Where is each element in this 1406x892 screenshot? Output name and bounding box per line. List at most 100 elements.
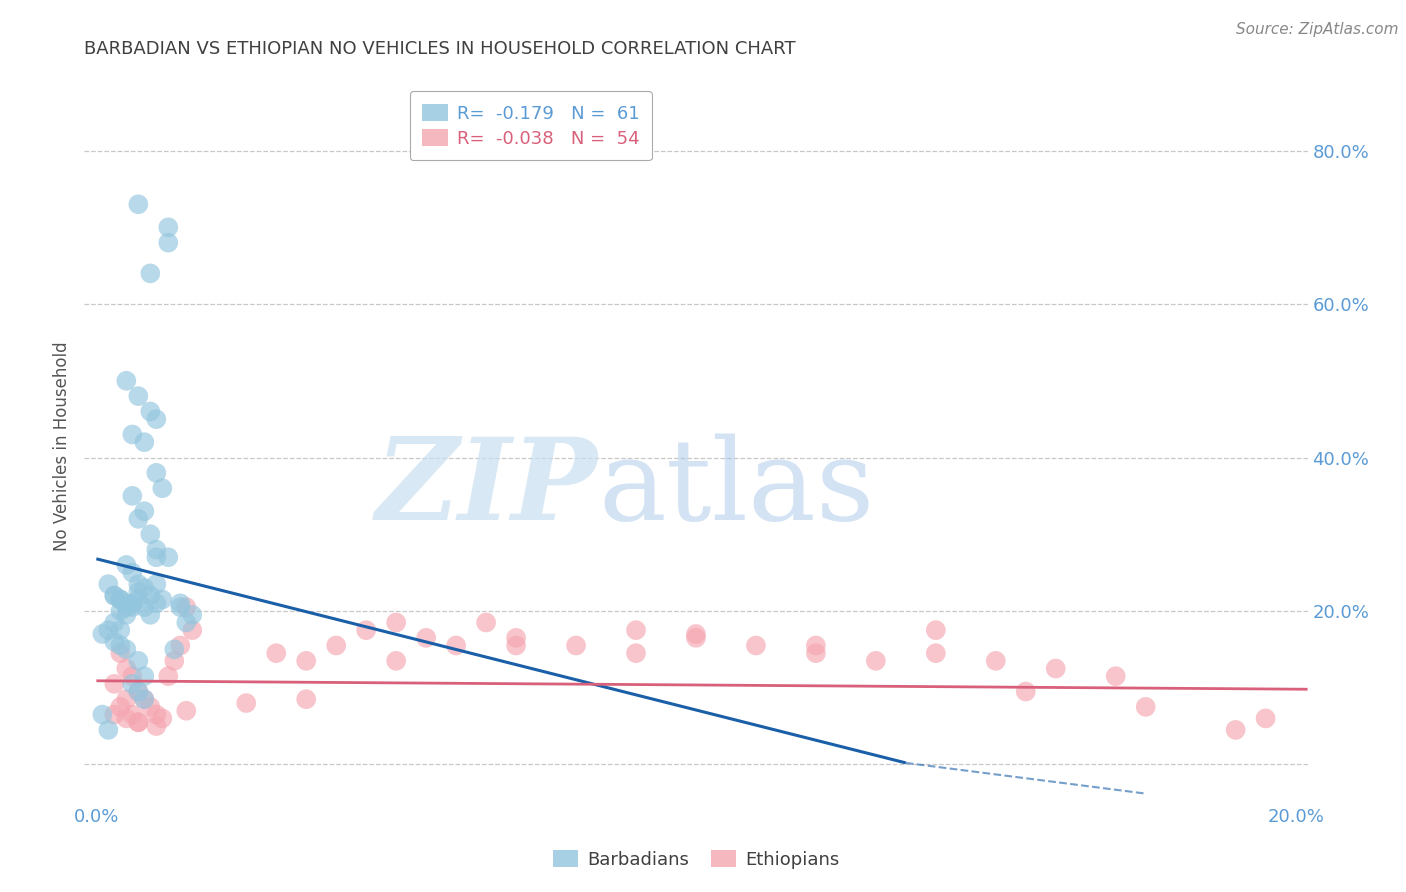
Point xyxy=(169,596,191,610)
Point xyxy=(127,684,149,698)
Point xyxy=(685,627,707,641)
Point xyxy=(110,639,132,653)
Point xyxy=(127,715,149,730)
Point xyxy=(115,711,138,725)
Point xyxy=(174,600,197,615)
Point xyxy=(91,707,114,722)
Point xyxy=(565,639,588,653)
Point xyxy=(110,623,132,637)
Point xyxy=(385,654,408,668)
Point xyxy=(115,642,138,657)
Point xyxy=(115,692,138,706)
Point xyxy=(505,631,527,645)
Point xyxy=(745,639,768,653)
Point xyxy=(115,607,138,622)
Point xyxy=(157,669,180,683)
Point xyxy=(103,634,125,648)
Point xyxy=(127,654,149,668)
Point xyxy=(134,504,156,518)
Point xyxy=(157,550,180,565)
Point xyxy=(115,661,138,675)
Point xyxy=(139,266,162,280)
Point xyxy=(415,631,437,645)
Point xyxy=(110,604,132,618)
Point xyxy=(121,427,143,442)
Point xyxy=(150,711,173,725)
Text: atlas: atlas xyxy=(598,434,875,544)
Point xyxy=(157,220,180,235)
Point xyxy=(121,566,143,580)
Point xyxy=(110,592,132,607)
Point xyxy=(115,558,138,572)
Point xyxy=(97,577,120,591)
Point xyxy=(127,512,149,526)
Point xyxy=(127,577,149,591)
Point xyxy=(145,542,167,557)
Point xyxy=(624,623,647,637)
Point xyxy=(121,596,143,610)
Point xyxy=(145,707,167,722)
Point xyxy=(295,692,318,706)
Point xyxy=(145,466,167,480)
Point xyxy=(91,627,114,641)
Point xyxy=(145,412,167,426)
Point xyxy=(475,615,498,630)
Point xyxy=(139,607,162,622)
Point xyxy=(121,707,143,722)
Point xyxy=(169,600,191,615)
Text: BARBADIAN VS ETHIOPIAN NO VEHICLES IN HOUSEHOLD CORRELATION CHART: BARBADIAN VS ETHIOPIAN NO VEHICLES IN HO… xyxy=(84,40,796,58)
Point xyxy=(134,581,156,595)
Point xyxy=(121,600,143,615)
Point xyxy=(134,600,156,615)
Point xyxy=(127,197,149,211)
Point xyxy=(181,607,204,622)
Point xyxy=(174,615,197,630)
Point xyxy=(235,696,257,710)
Point xyxy=(127,715,149,730)
Point xyxy=(174,704,197,718)
Point xyxy=(169,639,191,653)
Point xyxy=(145,719,167,733)
Point xyxy=(295,654,318,668)
Point xyxy=(804,646,827,660)
Point xyxy=(110,646,132,660)
Point xyxy=(1105,669,1128,683)
Point xyxy=(1254,711,1277,725)
Point xyxy=(103,589,125,603)
Point xyxy=(115,374,138,388)
Point xyxy=(121,669,143,683)
Point xyxy=(1015,684,1038,698)
Point xyxy=(103,589,125,603)
Point xyxy=(925,623,948,637)
Point xyxy=(163,642,186,657)
Point xyxy=(181,623,204,637)
Point xyxy=(127,389,149,403)
Point xyxy=(1225,723,1247,737)
Point xyxy=(325,639,347,653)
Point xyxy=(163,654,186,668)
Point xyxy=(1135,699,1157,714)
Point xyxy=(804,639,827,653)
Point xyxy=(925,646,948,660)
Point xyxy=(121,489,143,503)
Point xyxy=(865,654,887,668)
Point xyxy=(115,600,138,615)
Point xyxy=(127,584,149,599)
Point xyxy=(139,404,162,418)
Point xyxy=(139,527,162,541)
Point xyxy=(127,684,149,698)
Point xyxy=(150,481,173,495)
Point xyxy=(984,654,1007,668)
Point xyxy=(134,435,156,450)
Text: ZIP: ZIP xyxy=(377,434,598,544)
Point xyxy=(110,699,132,714)
Point xyxy=(685,631,707,645)
Text: Source: ZipAtlas.com: Source: ZipAtlas.com xyxy=(1236,22,1399,37)
Point xyxy=(103,615,125,630)
Point xyxy=(385,615,408,630)
Point xyxy=(97,723,120,737)
Point xyxy=(354,623,377,637)
Point xyxy=(121,677,143,691)
Point xyxy=(134,692,156,706)
Point xyxy=(1045,661,1067,675)
